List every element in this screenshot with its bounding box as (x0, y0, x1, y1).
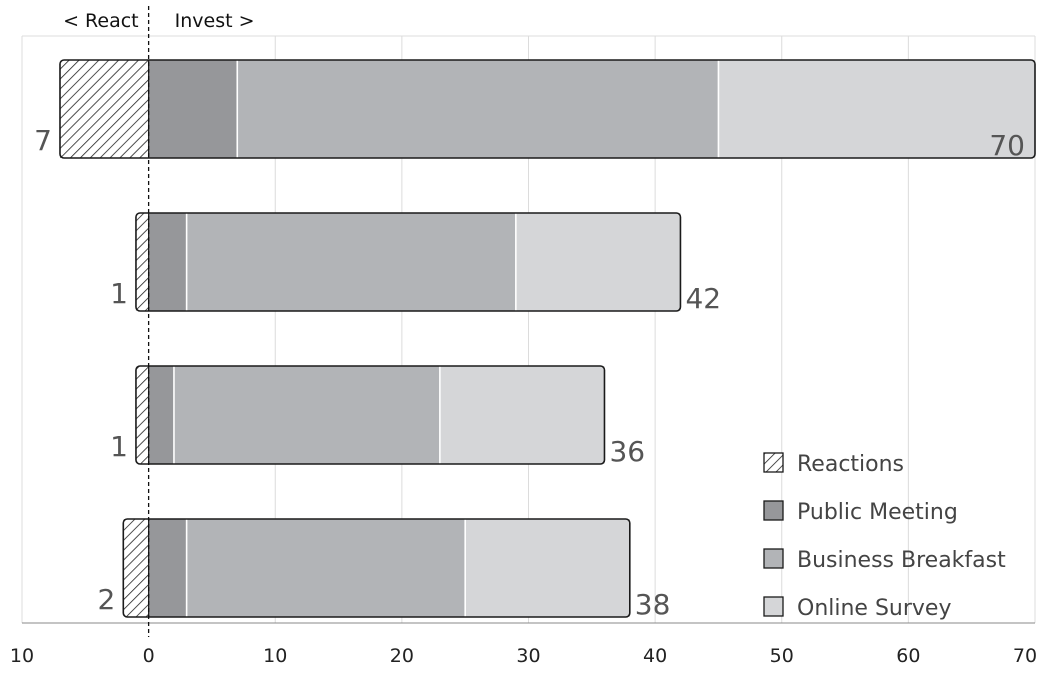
bar-reactions (135, 366, 149, 464)
x-axis: < React Invest > 10 0 10 20 30 40 50 60 70 (10, 6, 1037, 667)
bar-outline (59, 59, 1036, 159)
bar-business-breakfast (237, 60, 719, 158)
legend-swatch (763, 548, 784, 569)
legend-swatch (763, 596, 784, 617)
legend-swatch (763, 500, 784, 521)
legend-swatch (763, 452, 784, 473)
left-total-label: 7 (34, 124, 52, 157)
right-total-label: 42 (685, 282, 721, 315)
bar-reactions (123, 519, 149, 617)
bar-online-survey (465, 519, 630, 617)
legend-label: Public Meeting (797, 500, 958, 525)
bar-reactions (135, 213, 149, 311)
bar-online-survey (718, 60, 1035, 158)
x-tick-label: 0 (143, 645, 155, 667)
bar-online-survey (515, 213, 681, 311)
right-total-label: 38 (635, 588, 671, 621)
bar-public-meeting (148, 213, 187, 311)
invest-side-label: Invest > (175, 10, 255, 32)
bar-business-breakfast (173, 366, 440, 464)
x-tick-label: 70 (1013, 645, 1037, 667)
x-tick-label: 10 (263, 645, 287, 667)
bar-public-meeting (148, 366, 174, 464)
react-side-label: < React (63, 10, 139, 32)
left-total-label: 1 (110, 430, 128, 463)
bar-outline (122, 518, 631, 618)
bar-public-meeting (148, 519, 187, 617)
left-total-label: 1 (110, 277, 128, 310)
right-total-label: 70 (989, 129, 1025, 162)
value-labels: 7 70 1 42 1 36 2 38 (34, 124, 1025, 621)
x-tick-label: 20 (390, 645, 414, 667)
bar-outline (135, 365, 606, 465)
bar-business-breakfast (186, 519, 466, 617)
bar-reactions (59, 60, 149, 158)
x-tick-label: 40 (643, 645, 667, 667)
legend: Reactions Public Meeting Business Breakfas… (763, 452, 1006, 621)
x-tick-label: 30 (516, 645, 540, 667)
x-tick-label: 10 (10, 645, 34, 667)
left-total-label: 2 (97, 583, 115, 616)
legend-label: Online Survey (797, 596, 951, 621)
right-total-label: 36 (609, 435, 645, 468)
bar-online-survey (439, 366, 605, 464)
x-tick-label: 50 (770, 645, 794, 667)
bar-public-meeting (148, 60, 238, 158)
bar-outline (135, 212, 682, 312)
bar-business-breakfast (186, 213, 516, 311)
bars (59, 59, 1036, 618)
legend-label: Business Breakfast (797, 548, 1006, 573)
legend-label: Reactions (797, 452, 904, 477)
x-tick-label: 60 (896, 645, 920, 667)
